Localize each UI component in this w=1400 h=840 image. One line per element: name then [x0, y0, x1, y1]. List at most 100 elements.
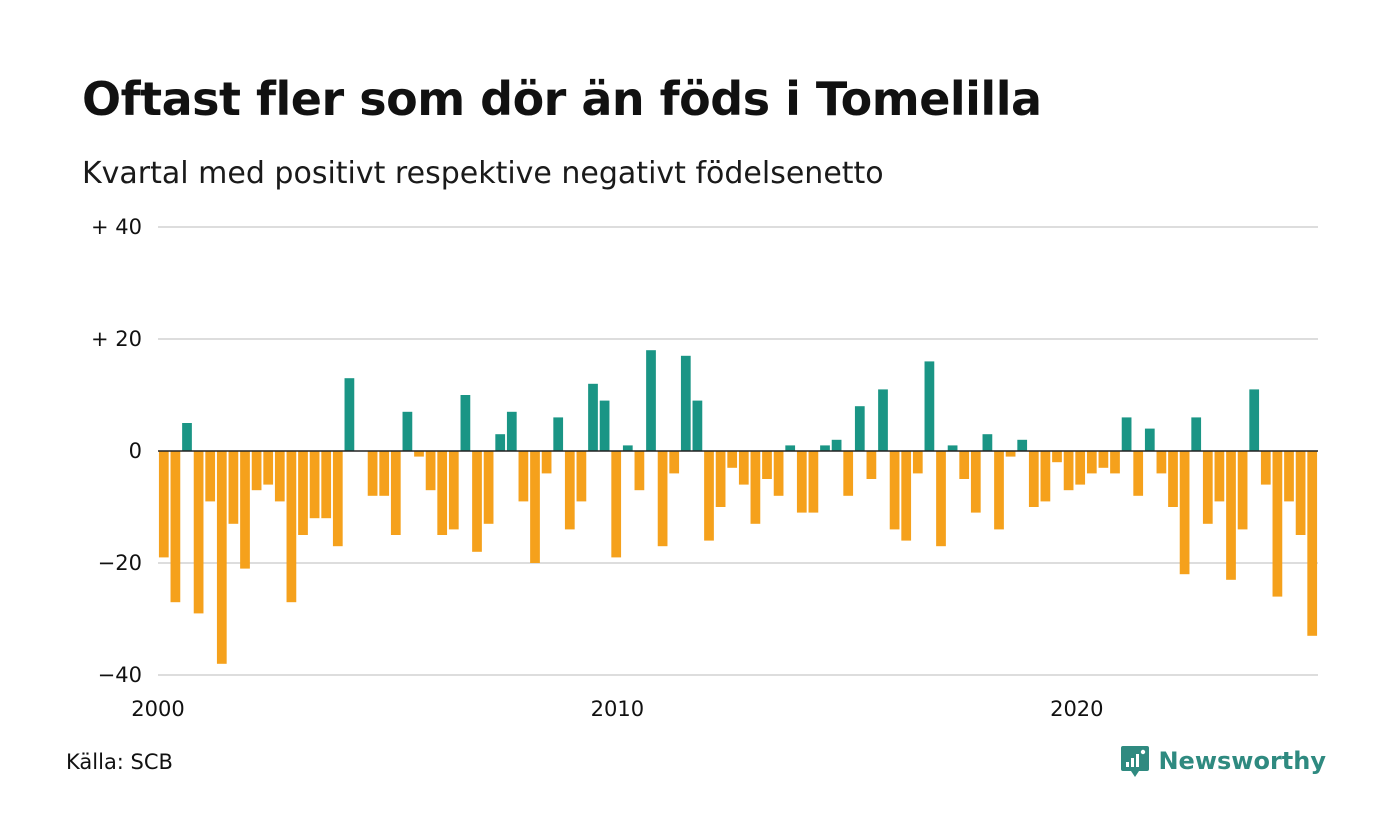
bar-negative [367, 451, 378, 496]
bar-negative [309, 451, 320, 519]
source-note: Källa: SCB [66, 750, 173, 774]
bar-negative [263, 451, 274, 485]
bar-negative [437, 451, 448, 535]
bar-negative [541, 451, 552, 474]
bar-positive [947, 445, 958, 451]
bar-positive [553, 417, 564, 451]
bar-positive [982, 434, 993, 451]
bar-positive [1191, 417, 1202, 451]
bar-negative [762, 451, 772, 479]
bar-negative [1028, 451, 1039, 507]
bar-negative [251, 451, 262, 491]
bar-negative [448, 451, 459, 530]
brand-logo[interactable]: Newsworthy [1120, 744, 1326, 778]
bar-positive [878, 389, 888, 451]
axes: + 40 + 20 0 −20 −40 2000 2010 2020 [91, 215, 1318, 721]
bar-negative [483, 451, 494, 524]
bar-negative [1295, 451, 1306, 535]
x-tick-label: 2000 [131, 697, 184, 721]
bar-positive [692, 400, 703, 451]
bar-positive [680, 355, 691, 451]
bar-negative [715, 451, 726, 507]
bar-negative [994, 451, 1004, 530]
bar-negative [1040, 451, 1051, 502]
bar-negative [1202, 451, 1213, 524]
bar-negative [970, 451, 981, 513]
bar-positive [1017, 439, 1028, 451]
bar-negative [240, 451, 250, 569]
y-tick-label: + 40 [91, 215, 142, 239]
bar-negative [808, 451, 819, 513]
newsworthy-logo-icon [1121, 746, 1150, 777]
y-tick-label: −40 [98, 663, 142, 687]
bar-negative [1075, 451, 1086, 485]
bar-positive [506, 411, 517, 451]
bar-negative [843, 451, 854, 496]
bar-negative [1226, 451, 1236, 580]
bar-negative [530, 451, 540, 563]
bar-negative [796, 451, 807, 513]
bar-positive [588, 383, 598, 451]
bar-negative [1272, 451, 1283, 597]
bar-negative [1063, 451, 1074, 491]
bar-positive [599, 400, 610, 451]
bar-negative [866, 451, 877, 479]
bar-negative [1005, 451, 1016, 457]
chart-title: Oftast fler som dör än föds i Tomelilla [82, 72, 1042, 126]
bar-negative [634, 451, 645, 491]
bar-negative [889, 451, 900, 530]
bar-negative [1168, 451, 1178, 507]
bar-negative [750, 451, 761, 524]
y-tick-label: 0 [129, 439, 142, 463]
bar-negative [1260, 451, 1271, 485]
bar-positive [831, 439, 842, 451]
y-tick-label: −20 [98, 551, 142, 575]
bar-negative [773, 451, 784, 496]
y-tick-label: + 20 [91, 327, 142, 351]
bar-negative [170, 451, 181, 603]
bar-positive [622, 445, 633, 451]
bar-negative [1086, 451, 1097, 474]
bar-negative [738, 451, 749, 485]
bar-negative [1237, 451, 1248, 530]
bar-negative [414, 451, 424, 457]
gridlines [158, 226, 1318, 676]
bar-negative [1098, 451, 1109, 468]
bar-negative [321, 451, 332, 519]
bar-positive [1121, 417, 1132, 451]
bar-negative [727, 451, 738, 468]
bar-negative [959, 451, 970, 479]
bar-negative [332, 451, 343, 547]
bar-negative [936, 451, 946, 547]
bar-negative [390, 451, 401, 535]
bar-negative [286, 451, 297, 603]
bar-negative [193, 451, 204, 614]
bar-positive [495, 434, 506, 451]
bar-positive [460, 395, 471, 451]
bar-negative [205, 451, 216, 502]
bar-positive [785, 445, 796, 451]
bar-positive [344, 378, 355, 451]
bar-negative [704, 451, 714, 541]
brand-name: Newsworthy [1158, 747, 1326, 775]
bar-negative [1179, 451, 1190, 575]
bar-positive [402, 411, 413, 451]
bar-negative [576, 451, 587, 502]
bar-negative [669, 451, 680, 474]
bar-negative [1214, 451, 1225, 502]
bar-negative [472, 451, 482, 552]
bar-positive [1144, 428, 1155, 451]
bar-negative [657, 451, 668, 547]
bar-negative [1307, 451, 1318, 636]
x-tick-label: 2010 [591, 697, 644, 721]
bar-positive [854, 406, 865, 451]
bar-positive [924, 361, 935, 451]
chart-subtitle: Kvartal med positivt respektive negativt… [82, 156, 884, 191]
bar-negative [298, 451, 308, 535]
bar-negative [425, 451, 436, 491]
bar-negative [1133, 451, 1144, 496]
bar-negative [1052, 451, 1062, 463]
bar-negative [611, 451, 622, 558]
bar-positive [182, 423, 192, 451]
